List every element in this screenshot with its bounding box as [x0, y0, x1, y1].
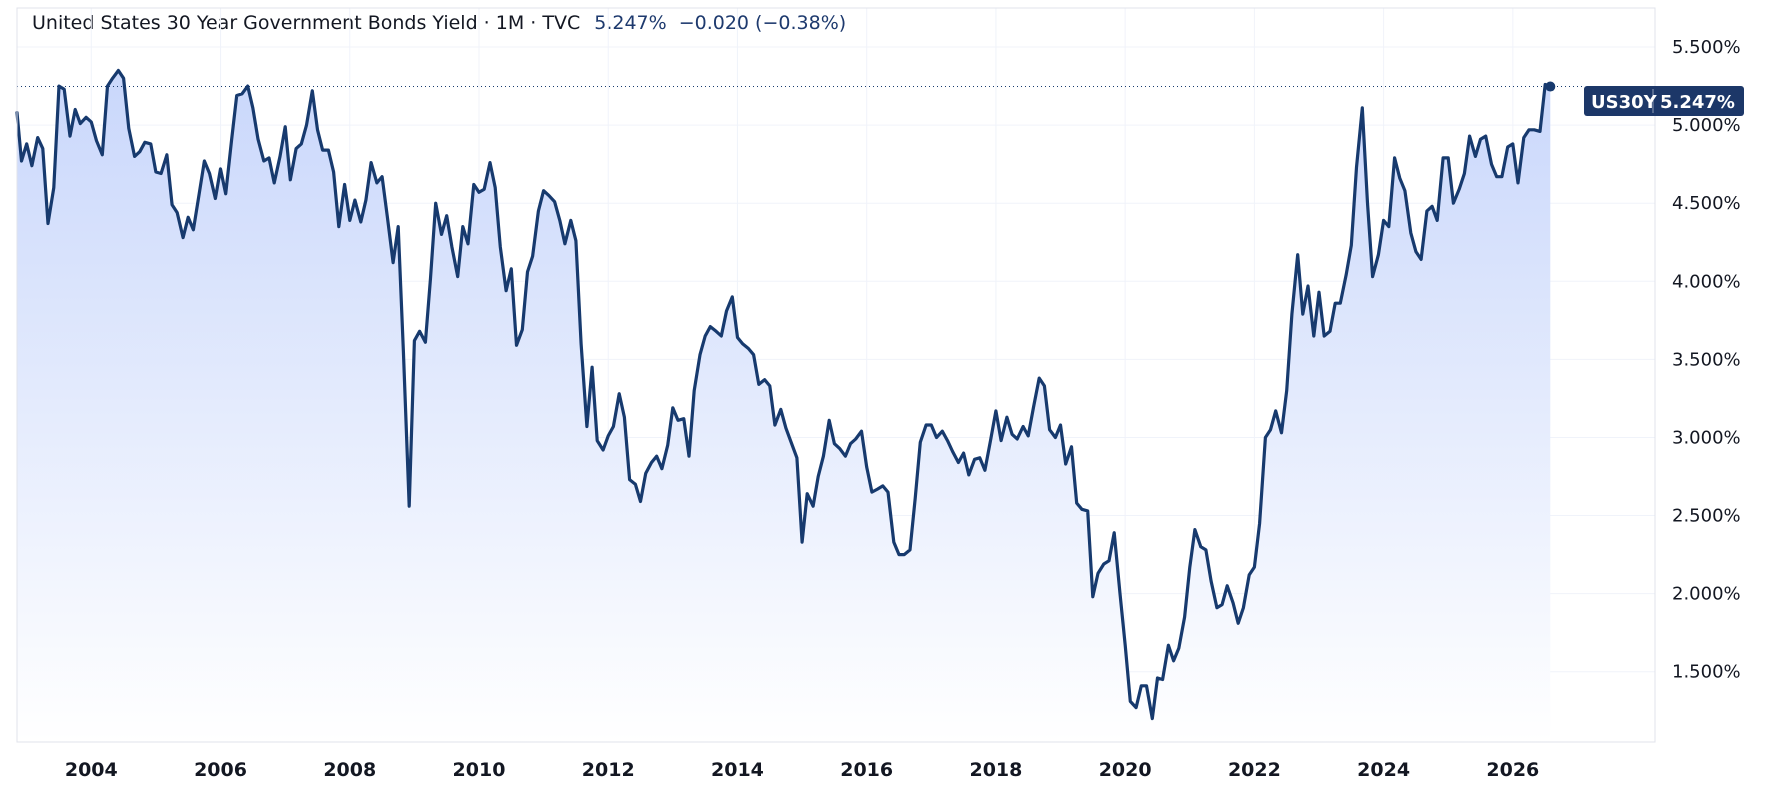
x-tick-label: 2026 — [1486, 759, 1539, 781]
x-tick-label: 2012 — [582, 759, 635, 781]
x-tick-label: 2008 — [323, 759, 376, 781]
x-tick-label: 2010 — [453, 759, 506, 781]
x-tick-label: 2006 — [194, 759, 247, 781]
series-area — [17, 70, 1551, 742]
x-tick-label: 2022 — [1228, 759, 1281, 781]
last-value-dot — [1545, 81, 1556, 92]
x-tick-label: 2014 — [711, 759, 764, 781]
x-tick-label: 2020 — [1099, 759, 1152, 781]
plot-frame — [16, 7, 1656, 743]
y-tick-label: 2.000% — [1672, 584, 1741, 605]
badge-value: 5.247% — [1660, 92, 1735, 113]
price-change: −0.020 (−0.38%) — [678, 12, 847, 34]
series-line — [15, 68, 1552, 721]
y-tick-label: 4.000% — [1672, 271, 1741, 292]
x-axis[interactable]: 2004 2006 2008 2010 2012 2014 2016 2018 2020 2022… — [65, 759, 1539, 781]
y-tick-label: 3.000% — [1672, 427, 1741, 448]
chart-title: United States 30 Year Government Bonds Y… — [32, 12, 581, 34]
x-tick-label: 2016 — [840, 759, 893, 781]
chart-legend: United States 30 Year Government Bonds Y… — [32, 12, 846, 34]
y-tick-label: 1.500% — [1672, 662, 1741, 683]
y-tick-label: 4.500% — [1672, 193, 1741, 214]
badge-symbol: US30Y — [1591, 92, 1658, 113]
last-price: 5.247% — [594, 12, 667, 34]
y-tick-label: 3.500% — [1672, 349, 1741, 370]
y-tick-label: 5.500% — [1672, 37, 1741, 58]
last-value-badge: US30Y 5.247% — [1584, 86, 1744, 116]
y-tick-label: 5.000% — [1672, 115, 1741, 136]
x-tick-label: 2004 — [65, 759, 118, 781]
y-tick-label: 2.500% — [1672, 506, 1741, 527]
x-tick-label: 2024 — [1357, 759, 1410, 781]
y-axis[interactable]: 5.500% 5.000% 4.500% 4.000% 3.500% 3.000% 2.50… — [1672, 37, 1741, 683]
x-tick-label: 2018 — [969, 759, 1022, 781]
